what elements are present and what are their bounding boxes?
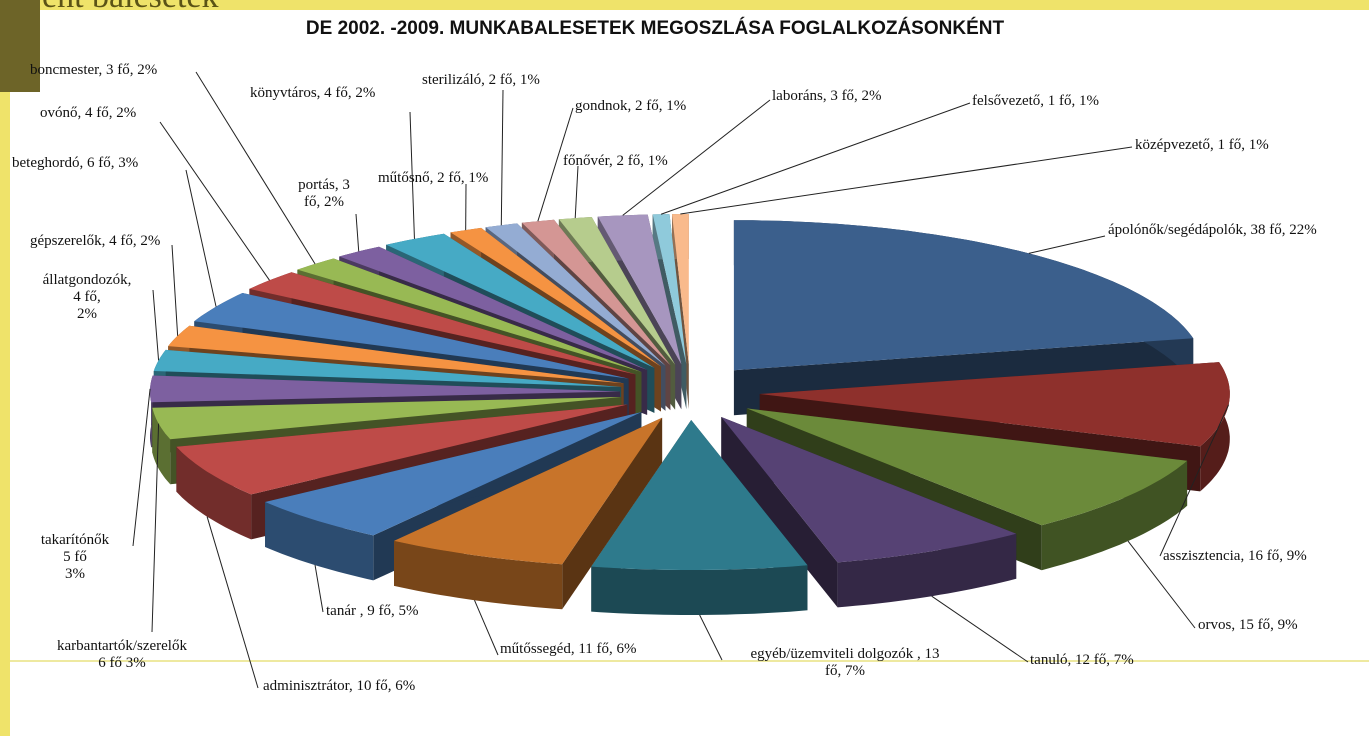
data-label: felsővezető, 1 fő, 1% [972, 93, 1100, 109]
data-label: gépszerelők, 4 fő, 2% [30, 233, 161, 249]
data-label: beteghordó, 6 fő, 3% [12, 155, 139, 171]
leader-line [622, 99, 771, 216]
leader-line [151, 423, 160, 633]
slice [265, 412, 642, 536]
slice [746, 408, 1188, 526]
corner-box [0, 0, 40, 92]
slice-wall [176, 446, 252, 540]
leader-line [931, 595, 1029, 663]
slice [152, 397, 622, 440]
leader-line [699, 614, 723, 661]
slice [558, 217, 676, 365]
slice-wall [394, 540, 563, 610]
slice [150, 375, 620, 403]
leader-line [132, 388, 151, 547]
slice [597, 214, 682, 365]
data-label: portás, 3 fő, 2% [298, 177, 350, 210]
leader-line [500, 89, 504, 226]
data-label: könyvtáros, 4 fő, 2% [250, 85, 376, 101]
leader-line [159, 121, 270, 281]
leader-line [195, 71, 316, 265]
slice [652, 214, 687, 364]
top-band [0, 0, 1369, 10]
leader-line [171, 244, 179, 336]
slice [394, 417, 663, 565]
slice [672, 214, 689, 364]
slice [759, 362, 1230, 447]
leader-line [474, 600, 499, 656]
leader-line [206, 516, 259, 689]
slice [297, 258, 642, 372]
slice-wall [265, 502, 374, 581]
leader-line [537, 107, 574, 222]
leader-line [409, 111, 415, 239]
slice [168, 325, 624, 384]
slice [450, 227, 661, 367]
data-label: ápolónők/segédápolók, 38 fő, 22% [1108, 222, 1317, 238]
leader-line [574, 165, 579, 219]
data-label: ovónő, 4 fő, 2% [40, 105, 137, 121]
slice [194, 293, 629, 379]
leader-line [355, 213, 360, 252]
leader-line [660, 102, 971, 215]
slice [721, 417, 1017, 563]
data-label: takarítónők 5 fő 3% [40, 532, 110, 582]
leader-line [1127, 540, 1196, 629]
leader-line [1028, 235, 1106, 254]
slice [153, 349, 622, 387]
slice [733, 220, 1194, 371]
slice [521, 219, 671, 366]
slice-side [721, 417, 838, 608]
slice [485, 223, 666, 366]
data-label: boncmester, 3 fő, 2% [30, 62, 158, 78]
slice [339, 246, 648, 370]
data-label: egyéb/üzemviteli dolgozók , 13 fő, 7% [750, 646, 940, 679]
slice-wall [1041, 460, 1188, 571]
data-label: sterilizáló, 2 fő, 1% [422, 72, 540, 88]
data-label: gondnok, 2 fő, 1% [575, 98, 687, 114]
data-label: főnővér, 2 fő, 1% [563, 153, 668, 169]
data-label: laboráns, 3 fő, 2% [772, 88, 882, 104]
leader-line [314, 565, 324, 613]
leader-line [1159, 404, 1230, 557]
slice-wall [837, 533, 1017, 608]
data-label: orvos, 15 fő, 9% [1198, 617, 1298, 633]
data-label: állatgondozók, 4 fő, 2% [42, 272, 132, 322]
data-label: középvezető, 1 fő, 1% [1135, 137, 1269, 153]
slice [591, 420, 808, 570]
data-label: asszisztencia, 16 fő, 9% [1163, 548, 1307, 564]
slice [249, 272, 636, 375]
slice-wall [591, 565, 808, 615]
left-band [0, 0, 10, 736]
leader-line [152, 289, 160, 361]
data-label: tanuló, 12 fő, 7% [1030, 652, 1134, 668]
data-label: műtősnő, 2 fő, 1% [378, 170, 489, 186]
data-label: tanár , 9 fő, 5% [326, 603, 419, 619]
slide-title: ent balesetek [42, 0, 219, 16]
leader-line [185, 169, 217, 307]
chart-title: DE 2002. -2009. MUNKABALESETEK MEGOSZLÁS… [305, 18, 1005, 39]
data-label: műtőssegéd, 11 fő, 6% [500, 641, 637, 657]
slice [386, 233, 655, 368]
data-label: karbantartók/szerelők 6 fő 3% [57, 638, 187, 671]
leader-line [680, 146, 1133, 215]
data-label: adminisztrátor, 10 fő, 6% [263, 678, 416, 694]
slice [176, 404, 628, 495]
